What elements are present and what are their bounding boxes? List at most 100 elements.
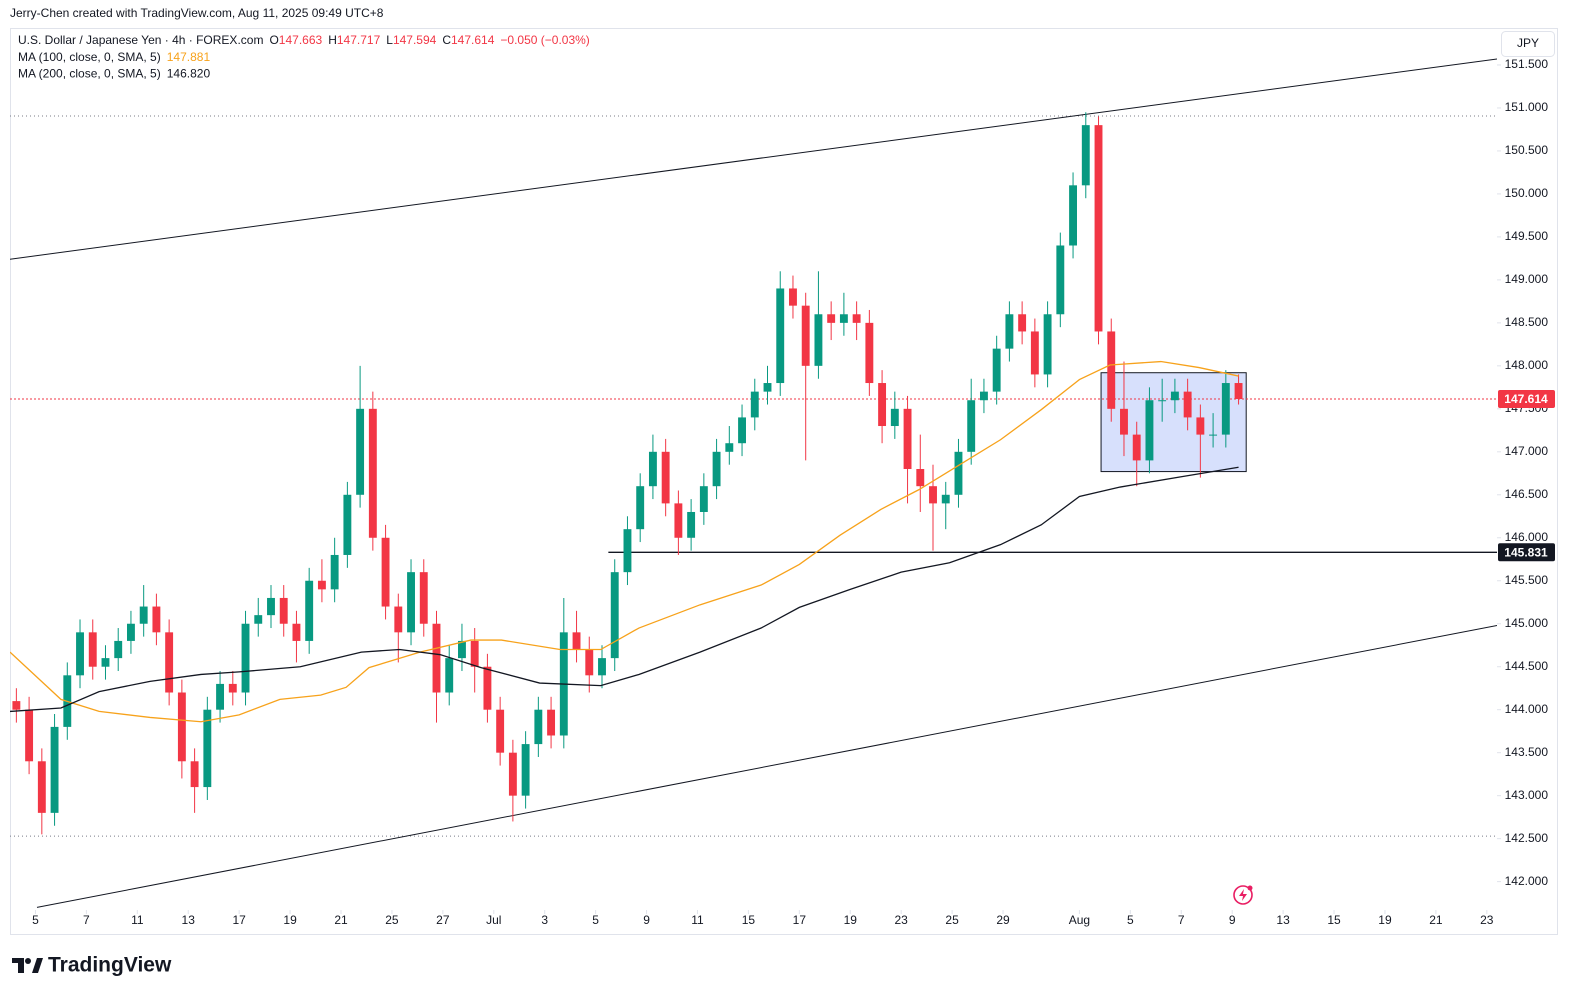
x-tick-label: 21 <box>334 913 348 927</box>
y-tick-label: 143.500 <box>1505 745 1549 759</box>
candle-body <box>636 486 645 530</box>
candle-body <box>738 417 746 444</box>
y-tick-label: 149.500 <box>1505 229 1549 243</box>
ma-line <box>10 466 1239 713</box>
candle-body <box>254 615 263 624</box>
x-tick-label: 25 <box>385 913 399 927</box>
y-tick-label: 147.000 <box>1505 444 1549 458</box>
x-tick-label: 15 <box>742 913 756 927</box>
candle-body <box>1120 408 1128 435</box>
x-tick-label: 19 <box>1378 913 1392 927</box>
candle-body <box>623 529 632 573</box>
candle-body <box>37 761 46 813</box>
candle-body <box>1081 125 1090 186</box>
x-tick-label: 19 <box>844 913 858 927</box>
x-tick-label: 29 <box>996 913 1010 927</box>
quote-label: C <box>442 33 451 47</box>
candle-body <box>381 537 390 607</box>
candle-body <box>827 314 836 323</box>
candle-body <box>368 408 377 538</box>
brand-name[interactable]: TradingView <box>48 954 172 977</box>
candle-body <box>241 623 250 693</box>
candle-body <box>330 554 339 590</box>
x-tick-label: 5 <box>592 913 599 927</box>
quote-label: O <box>269 33 278 47</box>
candle-body <box>1170 391 1179 401</box>
candle-body <box>852 314 861 323</box>
x-tick-label: 23 <box>895 913 909 927</box>
candle-body <box>1132 434 1141 461</box>
candle-body <box>687 511 696 538</box>
candle-body <box>343 494 352 555</box>
candle-body <box>267 597 275 616</box>
candle-body <box>165 632 174 693</box>
candle-body <box>865 322 874 384</box>
candle-body <box>445 658 454 693</box>
x-tick-label: 19 <box>283 913 297 927</box>
brand-logo[interactable] <box>12 958 43 973</box>
candle-body <box>712 451 721 487</box>
x-tick-label: 17 <box>793 913 807 927</box>
currency[interactable]: JPY <box>1517 36 1539 50</box>
candle-body <box>458 640 466 659</box>
candle-body <box>305 580 314 641</box>
candle-body <box>890 408 899 427</box>
candle-body <box>585 649 594 676</box>
ma-value: 146.820 <box>167 67 211 81</box>
y-tick-label: 148.000 <box>1505 358 1549 372</box>
y-tick-label: 146.000 <box>1505 530 1549 544</box>
candle-body <box>1107 331 1116 409</box>
candle-body <box>1234 383 1243 400</box>
candle-body <box>50 726 59 813</box>
y-tick-label: 142.500 <box>1505 831 1549 845</box>
candle-body <box>407 572 415 633</box>
candle-body <box>177 692 186 762</box>
candle-body <box>1018 314 1027 332</box>
x-tick-label: 21 <box>1429 913 1443 927</box>
x-tick-label: 9 <box>1229 913 1236 927</box>
candle-body <box>661 451 670 504</box>
candle-body <box>496 709 505 753</box>
alert-icon[interactable] <box>1233 885 1253 905</box>
candle-body <box>356 408 365 495</box>
candle-body <box>814 314 823 366</box>
y-tick-label: 149.000 <box>1505 272 1549 286</box>
y-tick-label: 151.000 <box>1505 100 1549 114</box>
legend: U.S. Dollar / Japanese Yen · 4h · FOREX.… <box>18 33 590 81</box>
x-tick-label: 13 <box>1276 913 1290 927</box>
x-tick-label: 27 <box>436 913 450 927</box>
ma-name: MA (100, close, 0, SMA, 5) <box>18 50 161 64</box>
candle-body <box>916 469 925 487</box>
candle-body <box>203 709 212 788</box>
ma-legend: MA (100, close, 0, SMA, 5) 147.881 <box>18 50 210 64</box>
ma-value: 147.881 <box>167 50 211 64</box>
candle-body <box>750 391 759 418</box>
candle-body <box>941 494 950 504</box>
candle-body <box>292 623 301 641</box>
candle-body <box>1196 417 1205 435</box>
candle-body <box>152 606 161 633</box>
currency-box[interactable] <box>1501 31 1555 57</box>
candle-body <box>126 623 135 641</box>
candle-body <box>1221 383 1230 435</box>
candle-body <box>1069 185 1077 246</box>
x-tick-label: 11 <box>131 913 144 927</box>
candle-body <box>547 709 556 736</box>
candle-body <box>216 683 225 710</box>
x-tick-label: Aug <box>1069 913 1090 927</box>
y-tick-label: 142.000 <box>1505 874 1549 888</box>
price-label: 145.831 <box>1504 545 1548 559</box>
plot-area <box>10 58 1497 908</box>
candle-body <box>1158 400 1167 402</box>
candle-body <box>483 666 492 710</box>
candle-body <box>929 486 937 504</box>
quote-value: 147.717 <box>337 33 381 47</box>
y-tick-label: 144.000 <box>1505 702 1549 716</box>
y-tick-label: 145.000 <box>1505 616 1549 630</box>
candle-body <box>725 443 734 452</box>
symbol-line: U.S. Dollar / Japanese Yen · 4h · FOREX.… <box>18 33 590 47</box>
trend-line <box>36 624 1497 908</box>
candle-body <box>992 348 1001 392</box>
candle-body <box>190 761 199 788</box>
